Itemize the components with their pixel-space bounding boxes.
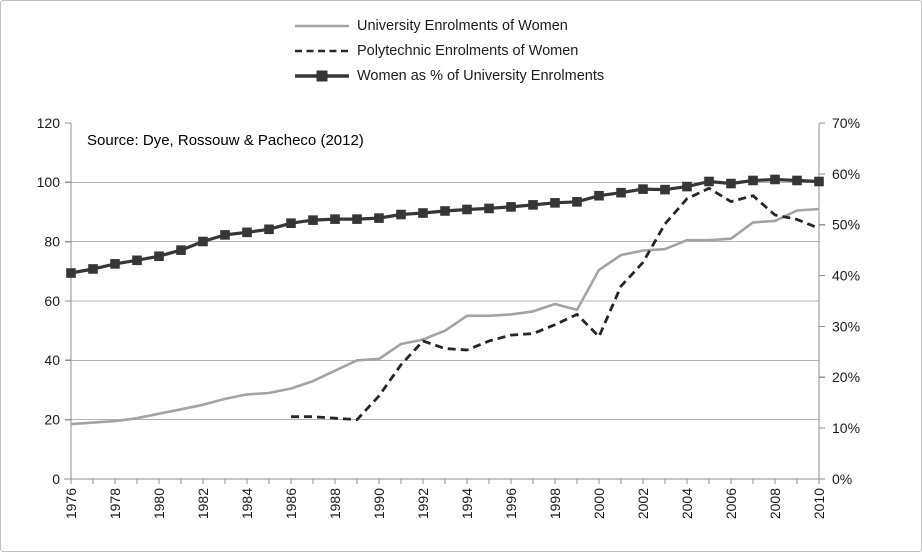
- legend-item-polytechnic: Polytechnic Enrolments of Women: [294, 39, 604, 62]
- legend-label-women-percent: Women as % of University Enrolments: [357, 67, 605, 84]
- data-point-marker: [396, 209, 406, 220]
- data-point-marker: [506, 202, 516, 212]
- x-axis-tick-label: 2006: [723, 488, 739, 519]
- y-axis-right-tick-label: 10%: [832, 420, 860, 436]
- x-axis-tick-label: 2010: [811, 488, 827, 519]
- y-axis-left-tick-label: 40: [44, 352, 60, 368]
- data-point-marker: [770, 174, 780, 185]
- x-axis-tick-label: 1990: [371, 488, 387, 519]
- legend-label-polytechnic: Polytechnic Enrolments of Women: [357, 42, 579, 59]
- data-point-marker: [330, 214, 340, 224]
- data-point-marker: [814, 176, 824, 187]
- data-point-marker: [616, 187, 626, 198]
- university-line-swatch: [295, 24, 349, 27]
- y-axis-left-tick-label: 120: [37, 115, 61, 131]
- data-point-marker: [176, 245, 186, 255]
- y-axis-right-tick-label: 40%: [832, 267, 860, 283]
- x-axis-tick-label: 1996: [503, 488, 519, 519]
- data-point-marker: [88, 264, 98, 274]
- data-point-marker: [594, 190, 604, 201]
- data-point-marker: [132, 255, 142, 266]
- y-axis-left-tick-label: 0: [52, 471, 60, 487]
- y-axis-right-tick-label: 30%: [832, 318, 860, 334]
- y-axis-right-tick-label: 20%: [832, 369, 860, 385]
- data-point-marker: [792, 175, 802, 186]
- polytechnic-dashed-line-swatch: [295, 49, 349, 52]
- x-axis-tick-label: 1994: [459, 488, 475, 519]
- data-point-marker: [440, 206, 450, 216]
- legend-swatch-marker: [316, 70, 328, 81]
- data-point-marker: [352, 214, 362, 224]
- y-axis-left-tick-label: 80: [44, 234, 60, 250]
- data-point-marker: [66, 268, 76, 278]
- data-point-marker: [726, 178, 736, 189]
- x-axis-tick-label: 2002: [635, 488, 651, 519]
- data-point-marker: [110, 259, 120, 269]
- series-line-0: [70, 207, 820, 426]
- series-line-1: [291, 186, 820, 422]
- women-percent-marker-line-swatch: [295, 70, 349, 81]
- y-axis-left-tick-label: 60: [44, 293, 60, 309]
- data-point-marker: [374, 213, 384, 223]
- data-point-marker: [704, 176, 714, 187]
- data-point-marker: [286, 218, 296, 228]
- y-axis-right-tick-label: 0%: [832, 471, 852, 487]
- data-point-marker: [528, 200, 538, 210]
- legend-item-women-percent: Women as % of University Enrolments: [294, 64, 604, 87]
- x-axis-tick-label: 2008: [767, 488, 783, 519]
- data-point-marker: [154, 251, 164, 262]
- x-axis-tick-label: 1980: [151, 488, 167, 519]
- x-axis-tick-label: 1986: [283, 488, 299, 519]
- data-point-marker: [660, 184, 670, 195]
- data-point-marker: [198, 236, 208, 247]
- source-annotation: Source: Dye, Rossouw & Pacheco (2012): [87, 132, 364, 149]
- legend-label-university: University Enrolments of Women: [357, 17, 568, 34]
- x-axis-tick-label: 1982: [195, 488, 211, 519]
- y-axis-left-tick-label: 100: [37, 174, 61, 190]
- x-axis-tick-label: 1978: [107, 488, 123, 519]
- x-axis-tick-label: 1998: [547, 488, 563, 519]
- data-point-marker: [748, 175, 758, 186]
- data-point-marker: [550, 198, 560, 208]
- y-axis-left-tick-label: 20: [44, 412, 60, 428]
- data-point-marker: [308, 215, 318, 225]
- data-point-marker: [484, 203, 494, 214]
- x-axis-tick-label: 1992: [415, 488, 431, 519]
- y-axis-right-tick-label: 50%: [832, 217, 860, 233]
- series-line-2: [70, 177, 820, 275]
- x-axis-tick-label: 2000: [591, 488, 607, 519]
- data-point-marker: [264, 224, 274, 235]
- data-point-marker: [462, 204, 472, 215]
- y-axis-right-tick-label: 60%: [832, 166, 860, 182]
- x-axis-tick-label: 1984: [239, 488, 255, 519]
- legend-item-university: University Enrolments of Women: [294, 14, 604, 37]
- y-axis-right-tick-label: 70%: [832, 115, 860, 131]
- data-point-marker: [682, 181, 692, 192]
- data-point-marker: [638, 184, 648, 194]
- data-point-marker: [572, 197, 582, 207]
- x-axis-tick-label: 1976: [63, 488, 79, 519]
- x-axis-tick-label: 1988: [327, 488, 343, 519]
- data-point-marker: [220, 230, 230, 240]
- data-point-marker: [242, 227, 252, 238]
- chart-legend: University Enrolments of Women Polytechn…: [294, 14, 604, 87]
- x-axis-tick-label: 2004: [679, 488, 695, 519]
- data-point-marker: [418, 208, 428, 218]
